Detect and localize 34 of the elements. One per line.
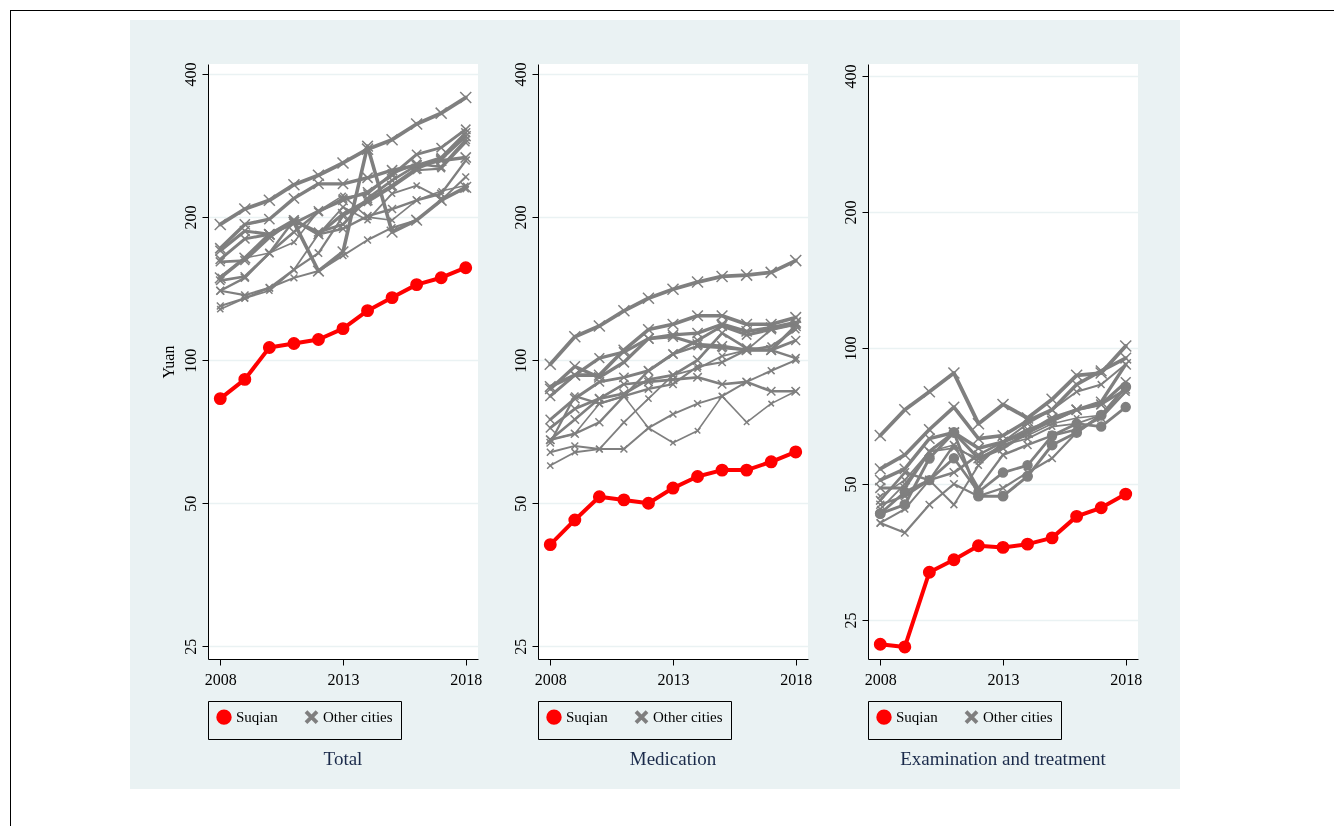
text: Examination and treatment xyxy=(900,747,1107,769)
y-tick-label: 50 xyxy=(511,495,529,512)
y-tick-label: 100 xyxy=(181,348,199,373)
legend-label: Suqian xyxy=(896,709,939,726)
x-tick-label: 2008 xyxy=(864,670,897,688)
y-tick-label: 200 xyxy=(841,200,859,225)
x-tick-label: 2018 xyxy=(780,670,813,688)
y-tick-label: 25 xyxy=(181,638,199,655)
y-tick-label: 100 xyxy=(841,336,859,361)
y-tick-label: 200 xyxy=(511,205,529,230)
text: Medication xyxy=(629,747,717,769)
x-tick-label: 2013 xyxy=(987,670,1020,688)
x-tick-label: 2008 xyxy=(204,670,237,688)
y-tick-label: 100 xyxy=(511,348,529,373)
y-tick-label: 400 xyxy=(181,62,199,87)
y-tick-label: 25 xyxy=(841,612,859,629)
y-tick-label: 200 xyxy=(181,205,199,230)
legend-label: Suqian xyxy=(236,709,279,726)
y-tick-label: 50 xyxy=(841,476,859,493)
legend-label: Other cities xyxy=(323,709,393,726)
x-tick-label: 2013 xyxy=(657,670,690,688)
legend-label: Other cities xyxy=(983,709,1053,726)
y-axis-title: Yuan xyxy=(159,345,177,379)
x-tick-label: 2013 xyxy=(327,670,360,688)
y-tick-label: 50 xyxy=(181,495,199,512)
x-tick-label: 2018 xyxy=(1110,670,1143,688)
text: Total xyxy=(323,747,363,769)
y-tick-label: 400 xyxy=(841,64,859,89)
y-tick-label: 25 xyxy=(511,638,529,655)
x-tick-label: 2008 xyxy=(534,670,567,688)
legend-label: Other cities xyxy=(653,709,723,726)
legend-label: Suqian xyxy=(566,709,609,726)
x-tick-label: 2018 xyxy=(450,670,483,688)
y-tick-label: 400 xyxy=(511,62,529,87)
